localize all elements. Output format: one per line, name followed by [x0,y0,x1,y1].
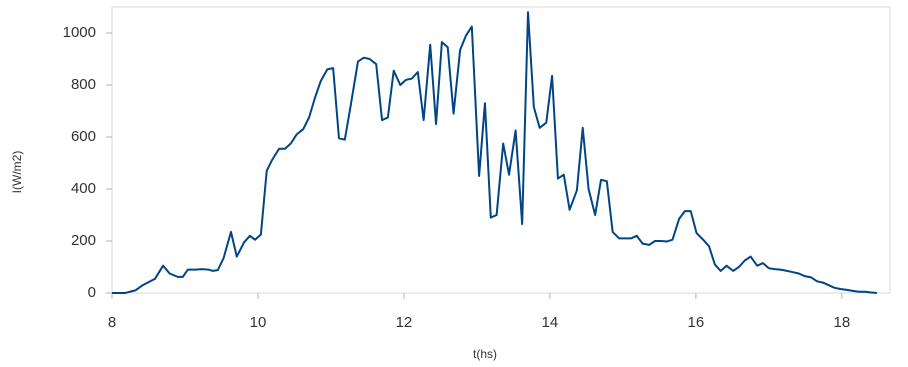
x-tick-label: 16 [688,314,705,331]
data-line [112,11,877,294]
y-tick-label: 800 [71,76,96,93]
x-tick-label: 18 [833,314,850,331]
x-tick-label: 8 [108,314,116,331]
x-tick-label: 14 [542,314,559,331]
x-axis-label: t(hs) [473,347,497,361]
y-tick-label: 200 [71,232,96,249]
x-tick-label: 10 [250,314,267,331]
plot-frame [111,6,891,294]
y-tick-label: 1000 [63,24,96,41]
y-tick-label: 0 [88,284,96,301]
x-tick-label: 12 [396,314,413,331]
y-axis-label: I(W/m2) [10,151,24,194]
y-tick-label: 600 [71,128,96,145]
y-tick-label: 400 [71,180,96,197]
